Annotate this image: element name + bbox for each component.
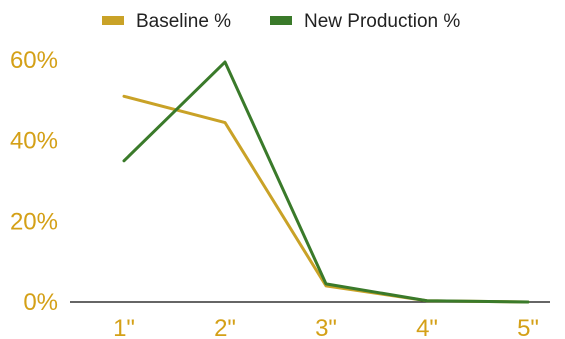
legend: Baseline % New Production % xyxy=(102,11,460,32)
x-tick-label: 5" xyxy=(517,315,539,339)
legend-swatch-1 xyxy=(102,16,124,25)
x-tick-label: 1" xyxy=(113,315,135,339)
legend-label-2: New Production % xyxy=(304,11,460,32)
x-tick-label: 3" xyxy=(315,315,337,339)
data-point xyxy=(224,61,226,63)
y-axis-tick-labels: 0% 20% 40% 60% xyxy=(10,47,58,316)
y-tick-label: 20% xyxy=(10,208,58,235)
legend-label-1: Baseline % xyxy=(136,11,231,32)
data-point xyxy=(426,300,428,302)
series-lines xyxy=(122,60,530,304)
series-line-1 xyxy=(122,94,530,304)
legend-swatch-2 xyxy=(270,16,292,25)
data-point xyxy=(527,301,529,303)
x-tick-label: 2" xyxy=(214,315,236,339)
series-line-2 xyxy=(122,60,530,304)
y-tick-label: 40% xyxy=(10,128,58,155)
data-point xyxy=(325,285,327,287)
y-tick-label: 60% xyxy=(10,47,58,74)
data-point xyxy=(123,160,125,162)
data-point xyxy=(224,122,226,124)
data-point xyxy=(325,283,327,285)
x-axis-tick-labels: 1" 2" 3" 4" 5" xyxy=(113,315,539,339)
x-tick-label: 4" xyxy=(416,315,438,339)
y-tick-label: 0% xyxy=(23,289,58,316)
data-point xyxy=(123,95,125,97)
